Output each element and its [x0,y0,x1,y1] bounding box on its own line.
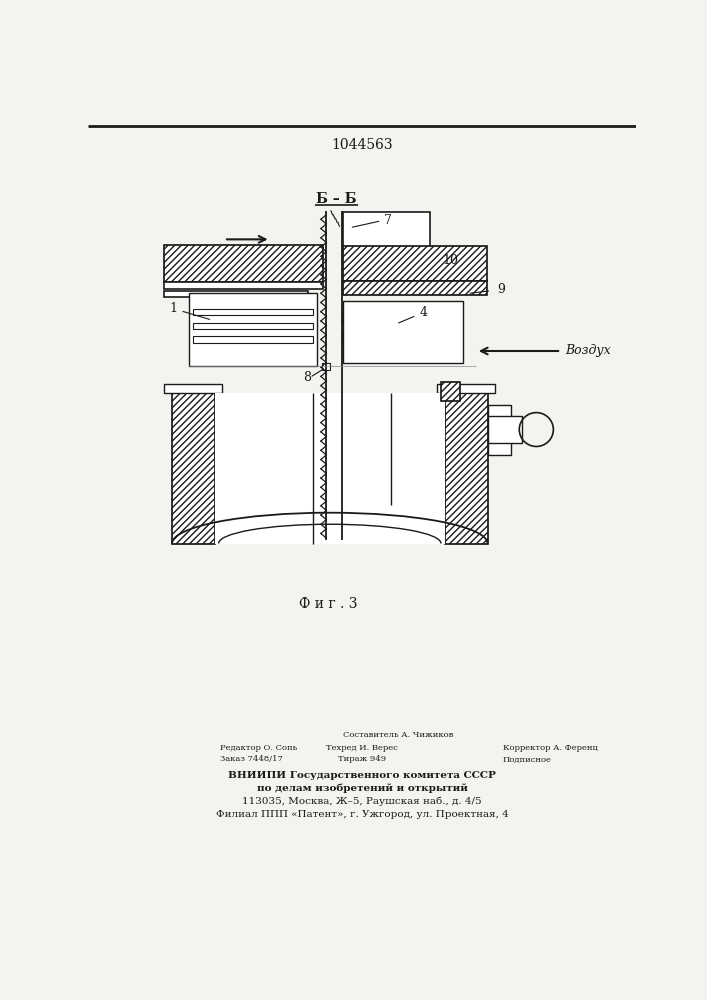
Text: Б – Б: Б – Б [316,192,356,206]
Text: 8: 8 [303,371,311,384]
Bar [488,405,510,455]
Bar [215,393,445,544]
Bar [441,382,460,401]
Bar [344,314,444,323]
Bar [193,336,313,343]
Bar [322,363,330,370]
Bar [344,281,486,295]
Text: Подписное: Подписное [503,755,552,763]
Bar [344,212,430,266]
Text: 1044563: 1044563 [331,138,393,152]
Bar [344,246,486,281]
Bar [164,245,323,282]
Bar [189,293,317,366]
Text: Составитель А. Чижиков: Составитель А. Чижиков [343,731,454,739]
Text: Ф и г . 3: Ф и г . 3 [299,597,358,611]
Text: Техред И. Верес: Техред И. Верес [326,744,398,752]
Bar [164,384,223,393]
Text: Воздух: Воздух [565,344,611,357]
Bar [441,382,460,401]
Text: Корректор А. Ференц: Корректор А. Ференц [503,744,598,752]
Bar [344,301,464,363]
Text: 9: 9 [497,283,505,296]
Bar [445,393,488,544]
Text: Тираж 949: Тираж 949 [338,755,386,763]
Bar [344,332,444,341]
Bar [193,309,313,315]
Bar [344,281,486,295]
Text: 7: 7 [352,214,392,227]
Bar [164,291,308,297]
Bar [344,246,486,281]
Text: 4: 4 [399,306,427,323]
Bar [172,393,215,544]
Bar [437,384,495,393]
Bar [193,323,313,329]
Bar [344,314,444,323]
Text: Заказ 7448/17: Заказ 7448/17 [220,755,283,763]
Bar [344,332,444,341]
Text: по делам изобретений и открытий: по делам изобретений и открытий [257,784,467,793]
Text: 10: 10 [443,254,459,267]
Bar [164,282,323,289]
Text: 1: 1 [170,302,210,319]
Bar [164,245,323,282]
Bar [445,393,488,544]
Bar [172,393,215,544]
Text: Филиал ППП «Патент», г. Ужгород, ул. Проектная, 4: Филиал ППП «Патент», г. Ужгород, ул. Про… [216,810,508,819]
Text: Редактор О. Сопь: Редактор О. Сопь [220,744,298,752]
Text: 113035, Москва, Ж–5, Раушская наб., д. 4/5: 113035, Москва, Ж–5, Раушская наб., д. 4… [242,797,481,806]
Bar [488,416,522,443]
Text: ВНИИПИ Государственного комитета СССР: ВНИИПИ Государственного комитета СССР [228,771,496,780]
